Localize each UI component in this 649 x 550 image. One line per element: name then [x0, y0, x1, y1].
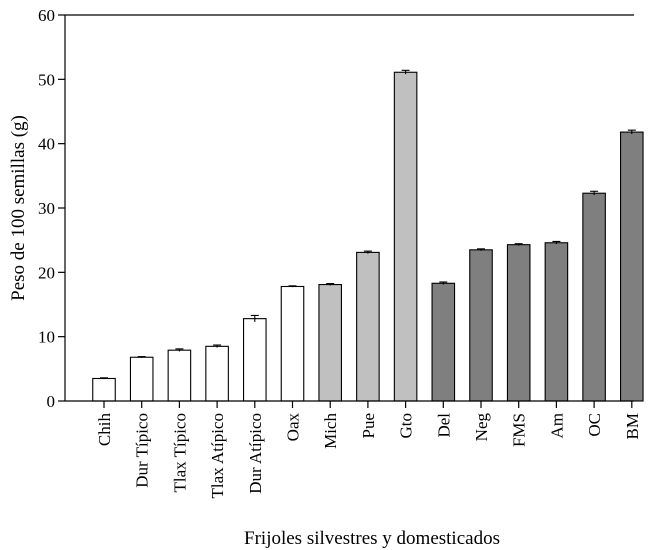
- bar: [619, 131, 644, 402]
- x-category-label: Neg: [472, 413, 491, 442]
- x-category-label: BM: [623, 413, 642, 439]
- y-tick-label: 40: [38, 135, 55, 154]
- x-category-label: Am: [547, 413, 566, 439]
- bar: [431, 282, 456, 402]
- x-category-label: Pue: [359, 413, 378, 439]
- bar: [544, 242, 569, 402]
- bar: [506, 244, 531, 402]
- x-axis-title: Frijoles silvestres y domesticados: [244, 528, 500, 549]
- bar: [243, 318, 267, 402]
- y-tick-label: 60: [38, 6, 55, 25]
- y-ticks: 0 10 20 30 40 50 60: [38, 6, 65, 411]
- error-bars-layer: [100, 69, 636, 380]
- bar: [280, 285, 305, 402]
- x-category-label: Mich: [321, 413, 340, 449]
- x-category-label: Chih: [95, 413, 114, 447]
- y-tick-label: 30: [38, 199, 55, 218]
- x-category-label: Tlax Típico: [170, 413, 189, 492]
- y-axis-title: Peso de 100 semillas (g): [8, 115, 29, 301]
- x-category-label: Oax: [284, 413, 303, 442]
- bar: [205, 345, 229, 402]
- bar: [356, 251, 380, 402]
- x-category-label: OC: [585, 413, 604, 437]
- bar: [469, 249, 493, 402]
- bars-layer: [92, 71, 644, 402]
- x-ticks: Chih Dur Típico Tlax Típico Tlax Atípico Dur…: [95, 401, 642, 498]
- y-tick-label: 20: [38, 263, 55, 282]
- x-category-label: Dur Atípico: [246, 413, 265, 494]
- x-category-label: Dur Típico: [133, 413, 152, 488]
- bar: [318, 284, 343, 402]
- x-category-label: Tlax Atípico: [208, 413, 227, 498]
- bar: [393, 71, 418, 402]
- bar: [582, 192, 606, 402]
- bar: [167, 349, 192, 402]
- x-category-label: Del: [434, 413, 453, 438]
- y-tick-label: 10: [38, 328, 55, 347]
- x-category-label: Gto: [397, 413, 416, 439]
- bar: [129, 356, 154, 402]
- y-tick-label: 0: [47, 392, 56, 411]
- y-tick-label: 50: [38, 70, 55, 89]
- bar: [92, 377, 116, 402]
- x-category-label: FMS: [510, 413, 529, 447]
